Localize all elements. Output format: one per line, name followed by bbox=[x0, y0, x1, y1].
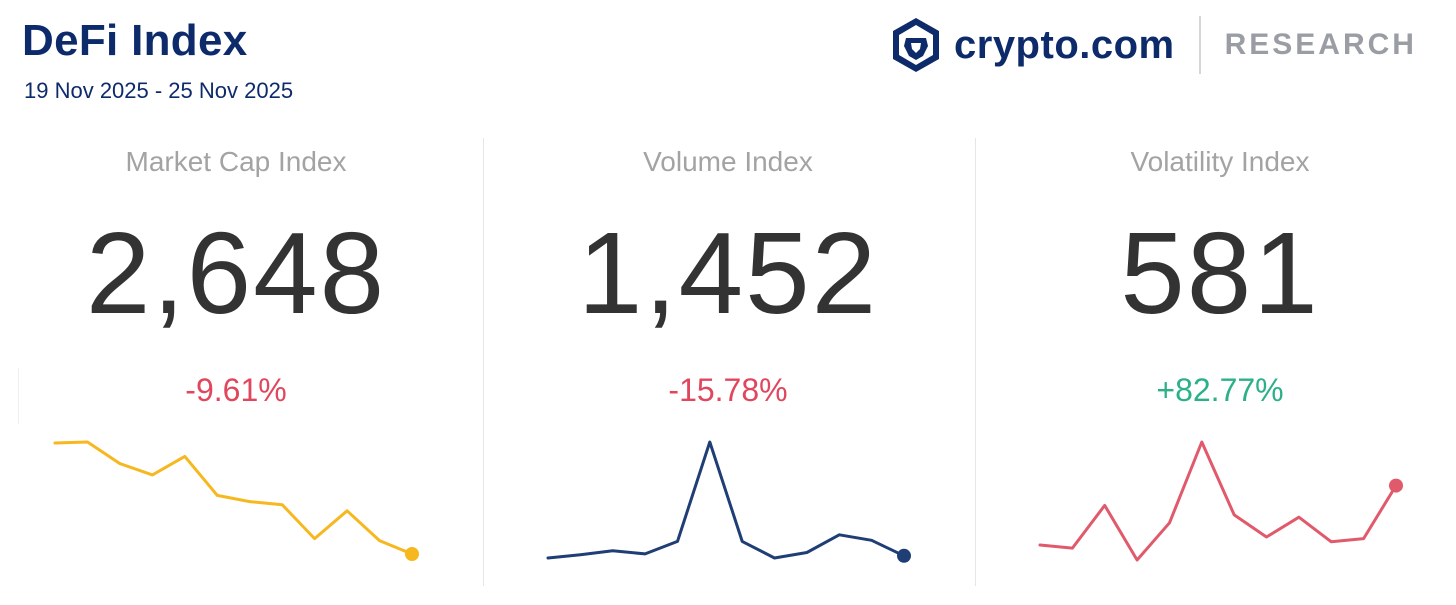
volatility-sparkline bbox=[1038, 440, 1403, 562]
series-line bbox=[546, 440, 906, 560]
index-value: 2,648 bbox=[85, 208, 387, 338]
volume-panel: Volume Index 1,452 -15.78% bbox=[492, 138, 964, 598]
series-line bbox=[53, 440, 414, 556]
index-value: 581 bbox=[1120, 208, 1320, 338]
market-cap-panel: Market Cap Index 2,648 -9.61% bbox=[0, 138, 472, 598]
volume-sparkline bbox=[546, 440, 911, 563]
last-point-marker bbox=[1389, 478, 1403, 493]
brand-logo[interactable]: crypto.com RESEARCH bbox=[890, 14, 1417, 76]
last-point-marker bbox=[897, 548, 911, 563]
logo-separator bbox=[1198, 16, 1201, 74]
market-cap-sparkline bbox=[53, 440, 419, 561]
panel-label: Volatility Index bbox=[1130, 146, 1310, 177]
index-value: 1,452 bbox=[577, 208, 879, 338]
panel-divider bbox=[483, 138, 484, 586]
change-percent: +82.77% bbox=[1156, 372, 1284, 408]
page-title: DeFi Index bbox=[22, 16, 248, 65]
date-range: 19 Nov 2025 - 25 Nov 2025 bbox=[24, 78, 294, 103]
panel-divider bbox=[975, 138, 976, 586]
crypto-com-lion-shield-icon bbox=[893, 18, 939, 72]
panel-label: Market Cap Index bbox=[125, 146, 347, 177]
series-line bbox=[1038, 440, 1398, 562]
volatility-panel: Volatility Index 581 +82.77% bbox=[984, 138, 1456, 598]
panel-label: Volume Index bbox=[643, 146, 813, 177]
change-percent: -15.78% bbox=[668, 372, 788, 408]
left-edge-divider bbox=[18, 368, 19, 424]
research-label: RESEARCH bbox=[1224, 28, 1417, 61]
change-percent: -9.61% bbox=[185, 372, 287, 408]
brand-name: crypto.com bbox=[954, 22, 1175, 67]
last-point-marker bbox=[405, 547, 419, 561]
